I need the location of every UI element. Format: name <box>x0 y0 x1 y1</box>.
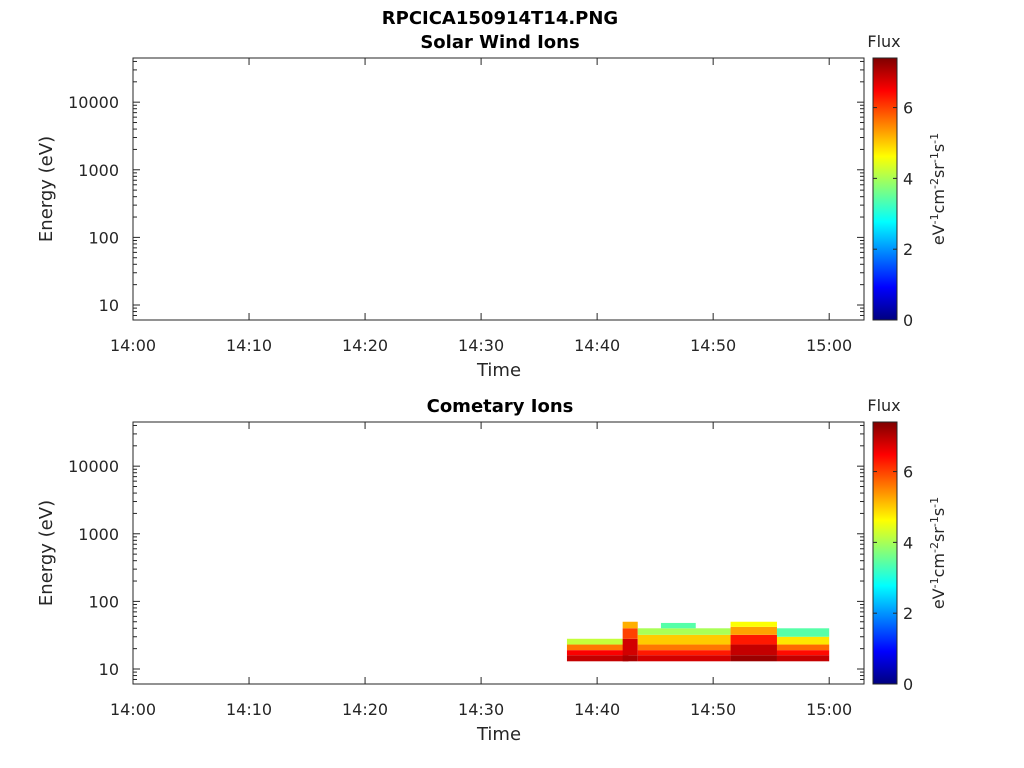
figure-title: RPCICA150914T14.PNG <box>382 8 618 29</box>
heatmap-cell <box>637 634 731 645</box>
panel-title: Cometary Ions <box>427 396 574 417</box>
axes-frame <box>132 421 865 685</box>
y-tick-label: 10 <box>99 296 119 315</box>
colorbar-tick-label: 0 <box>903 675 913 694</box>
colorbar-label: eV-1cm-2sr-1s-1 <box>928 497 949 609</box>
heatmap-cell <box>776 644 830 651</box>
colorbar <box>872 421 898 685</box>
heatmap-cell <box>566 638 629 645</box>
y-axis-label: Energy (eV) <box>36 500 57 606</box>
heatmap-cell <box>566 644 629 651</box>
heatmap-cell <box>730 634 777 645</box>
heatmap-cell <box>622 655 638 662</box>
heatmap-cell <box>730 644 777 656</box>
axes-frame <box>132 57 865 321</box>
x-tick-label: 14:30 <box>458 700 504 719</box>
heatmap-cell <box>622 628 638 639</box>
heatmap-cell <box>566 650 629 656</box>
y-axis: 10 100 1000 10000 <box>68 424 864 685</box>
x-axis-label: Time <box>476 724 521 745</box>
x-tick-label: 14:20 <box>342 336 388 355</box>
heatmap-cell <box>566 655 629 662</box>
heatmap-cell <box>637 644 731 651</box>
heatmap-cell <box>776 650 830 656</box>
x-tick-label: 14:50 <box>690 336 736 355</box>
colorbar-tick-label: 6 <box>903 463 913 482</box>
x-tick-label: 14:00 <box>110 336 156 355</box>
colorbar-tick-label: 2 <box>903 240 913 259</box>
colorbar-ticks: 0 2 4 6 <box>873 99 913 330</box>
heatmap-cell <box>776 636 830 645</box>
x-axis: 14:00 14:10 14:20 14:30 14:40 14:50 15:00 <box>110 422 852 719</box>
heatmap-cell <box>660 622 696 629</box>
colorbar-title: Flux <box>867 32 900 51</box>
x-tick-label: 15:00 <box>806 336 852 355</box>
x-tick-label: 14:10 <box>226 700 272 719</box>
heatmap-cell <box>776 655 830 662</box>
colorbar-tick-label: 4 <box>903 169 913 188</box>
y-axis: 10 100 1000 10000 <box>68 60 864 321</box>
x-tick-label: 14:40 <box>574 700 620 719</box>
heatmap-cell <box>637 628 731 635</box>
panel-solar-wind-ions: Solar Wind Ions 14:00 14:10 14:20 14:30 14:4… <box>36 32 948 381</box>
x-axis: 14:00 14:10 14:20 14:30 14:40 14:50 15:00 <box>110 58 852 355</box>
colorbar <box>872 57 898 321</box>
heatmap-cell <box>622 638 638 656</box>
y-tick-label: 100 <box>88 592 119 611</box>
x-tick-label: 14:40 <box>574 336 620 355</box>
y-tick-label: 10 <box>99 660 119 679</box>
colorbar-tick-label: 4 <box>903 533 913 552</box>
y-tick-label: 1000 <box>78 161 119 180</box>
heatmap-cell <box>637 650 731 656</box>
x-tick-label: 14:20 <box>342 700 388 719</box>
x-tick-label: 14:00 <box>110 700 156 719</box>
x-tick-label: 14:50 <box>690 700 736 719</box>
plot-area <box>566 621 830 662</box>
panel-title: Solar Wind Ions <box>420 32 579 53</box>
y-tick-label: 10000 <box>68 93 119 112</box>
x-tick-label: 14:30 <box>458 336 504 355</box>
colorbar-label: eV-1cm-2sr-1s-1 <box>928 133 949 245</box>
colorbar-tick-label: 6 <box>903 99 913 118</box>
x-tick-label: 14:10 <box>226 336 272 355</box>
y-tick-label: 10000 <box>68 457 119 476</box>
x-tick-label: 15:00 <box>806 700 852 719</box>
x-axis-label: Time <box>476 360 521 381</box>
colorbar-tick-label: 2 <box>903 604 913 623</box>
heatmap-cell <box>637 655 731 662</box>
heatmap-cell <box>776 628 830 637</box>
colorbar-ticks: 0 2 4 6 <box>873 463 913 694</box>
heatmap-cell <box>730 621 777 627</box>
heatmap-cell <box>622 621 638 629</box>
heatmap-cell <box>730 655 777 662</box>
heatmap-cell <box>730 626 777 635</box>
panel-cometary-ions: Cometary Ions 14:00 14:10 14:20 14:30 14:40 1… <box>36 396 948 745</box>
colorbar-title: Flux <box>867 396 900 415</box>
y-tick-label: 100 <box>88 228 119 247</box>
colorbar-tick-label: 0 <box>903 311 913 330</box>
y-axis-label: Energy (eV) <box>36 136 57 242</box>
y-tick-label: 1000 <box>78 525 119 544</box>
